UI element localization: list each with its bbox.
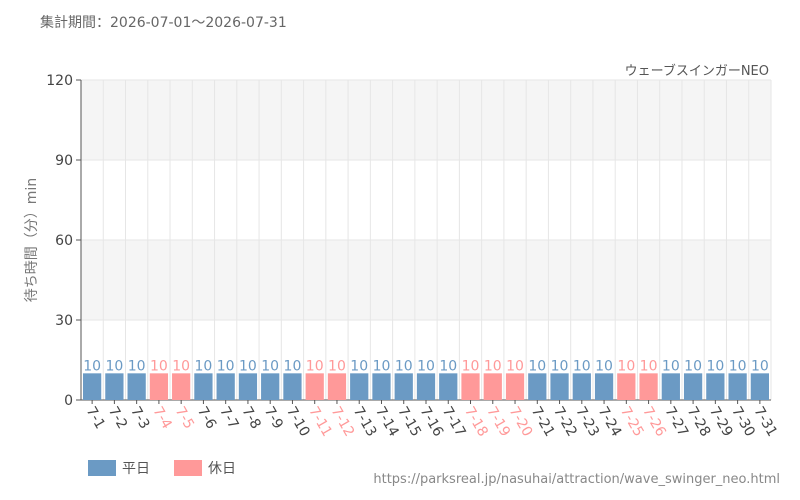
bar-7-23	[572, 373, 591, 400]
legend-item-weekday: 平日	[88, 458, 150, 478]
legend-label-holiday: 休日	[208, 461, 236, 477]
bar-7-31	[750, 373, 769, 400]
bar-7-18	[461, 373, 480, 400]
bar-7-11	[305, 373, 324, 400]
legend-item-holiday: 休日	[174, 458, 236, 478]
legend-label-weekday: 平日	[122, 461, 150, 477]
x-tick-label: 7-9	[261, 404, 286, 432]
bar-7-13	[350, 373, 369, 400]
x-tick-label: 7-7	[216, 404, 241, 432]
bar-7-4	[149, 373, 169, 400]
data-label: 10	[439, 358, 457, 374]
data-label: 10	[172, 358, 190, 374]
data-label: 10	[128, 358, 146, 374]
bar-7-14	[372, 373, 391, 400]
chart-title: ウェーブスインガーNEO	[625, 63, 769, 79]
bar-7-20	[505, 373, 525, 400]
y-tick-label: 120	[46, 73, 73, 89]
data-label: 10	[484, 358, 502, 374]
y-tick-label: 30	[55, 313, 73, 329]
x-tick-label: 7-5	[172, 404, 197, 432]
bar-7-21	[528, 373, 547, 400]
x-tick-label: 7-2	[105, 404, 130, 432]
grid-band	[81, 80, 771, 160]
data-label: 10	[617, 358, 635, 374]
data-label: 10	[640, 358, 658, 374]
y-tick-label: 90	[55, 153, 73, 169]
data-label: 10	[684, 358, 702, 374]
data-label: 10	[239, 358, 257, 374]
bar-7-19	[483, 373, 502, 400]
data-label: 10	[284, 358, 302, 374]
x-tick-label: 7-4	[149, 404, 174, 432]
bar-7-2	[105, 373, 124, 400]
bar-7-3	[127, 373, 146, 400]
x-tick-label: 7-8	[238, 404, 263, 432]
data-label: 10	[328, 358, 346, 374]
data-label: 10	[217, 358, 235, 374]
data-label: 10	[350, 358, 368, 374]
bar-7-16	[416, 373, 436, 400]
bar-7-15	[394, 373, 413, 400]
bar-7-25	[617, 373, 636, 400]
x-tick-label: 7-6	[194, 404, 219, 432]
bar-7-8	[238, 373, 258, 400]
source-url[interactable]: https://parksreal.jp/nasuhai/attraction/…	[373, 472, 780, 487]
legend-swatch-weekday	[88, 460, 116, 476]
bar-7-29	[706, 373, 725, 400]
data-label: 10	[528, 358, 546, 374]
data-label: 10	[261, 358, 279, 374]
bar-7-30	[728, 373, 747, 400]
data-label: 10	[595, 358, 613, 374]
data-label: 10	[573, 358, 591, 374]
legend-swatch-holiday	[174, 460, 202, 476]
data-label: 10	[306, 358, 324, 374]
data-label: 10	[751, 358, 769, 374]
x-tick-label: 7-1	[83, 404, 108, 432]
x-tick-label: 7-3	[127, 404, 152, 432]
data-label: 10	[729, 358, 747, 374]
data-label: 10	[551, 358, 569, 374]
y-tick-label: 60	[55, 233, 73, 249]
bar-7-24	[594, 373, 614, 400]
data-label: 10	[506, 358, 524, 374]
data-label: 10	[195, 358, 213, 374]
data-label: 10	[83, 358, 101, 374]
bar-7-6	[194, 373, 213, 400]
data-label: 10	[462, 358, 480, 374]
y-tick-label: 0	[64, 393, 73, 409]
bar-7-26	[639, 373, 658, 400]
y-axis-label: 待ち時間（分）min	[24, 178, 40, 302]
bar-7-17	[439, 373, 458, 400]
data-label: 10	[662, 358, 680, 374]
x-tick-label: 7-31	[750, 404, 780, 440]
bar-7-10	[283, 373, 302, 400]
data-label: 10	[150, 358, 168, 374]
bar-7-7	[216, 373, 235, 400]
bar-7-27	[661, 373, 680, 400]
data-label: 10	[417, 358, 435, 374]
bar-7-12	[327, 373, 347, 400]
data-label: 10	[706, 358, 724, 374]
period-label: 集計期間：2026-07-01～2026-07-31	[40, 15, 287, 31]
bar-7-22	[550, 373, 569, 400]
legend: 平日 休日	[88, 458, 236, 478]
data-label: 10	[373, 358, 391, 374]
data-label: 10	[395, 358, 413, 374]
grid-band	[81, 240, 771, 320]
bar-7-5	[172, 373, 191, 400]
bar-7-1	[83, 373, 102, 400]
data-label: 10	[105, 358, 123, 374]
bar-7-28	[683, 373, 703, 400]
bar-7-9	[261, 373, 280, 400]
